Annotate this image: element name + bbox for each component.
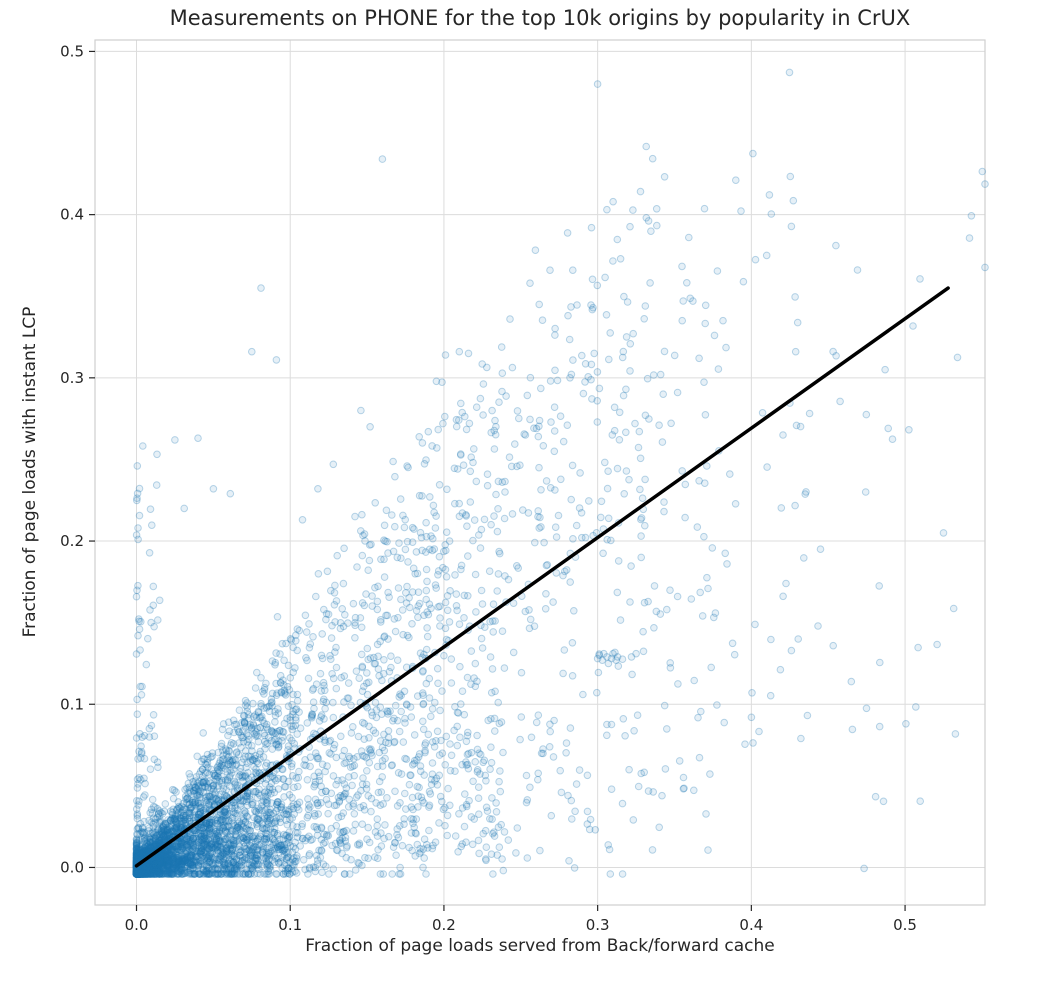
y-tick-label: 0.1 xyxy=(60,695,84,713)
x-tick-label: 0.3 xyxy=(586,916,610,934)
x-tick-label: 0.1 xyxy=(278,916,302,934)
y-tick-label: 0.5 xyxy=(60,42,84,60)
gridlines xyxy=(95,40,985,905)
axis-ticks-and-labels: 0.0 0.1 0.2 0.3 0.4 0.5 0.0 0.1 0.2 0.3 0.4 0.5 xyxy=(60,42,917,934)
x-tick-label: 0.5 xyxy=(893,916,917,934)
x-tick-label: 0.2 xyxy=(432,916,456,934)
y-tick-label: 0.2 xyxy=(60,532,84,550)
y-tick-label: 0.3 xyxy=(60,369,84,387)
regression-line xyxy=(134,286,950,868)
x-tick-label: 0.0 xyxy=(125,916,149,934)
chart-title: Measurements on PHONE for the top 10k or… xyxy=(169,6,911,30)
y-tick-label: 0.4 xyxy=(60,206,84,224)
scatter-points xyxy=(132,68,989,878)
y-axis-label: Fraction of page loads with instant LCP xyxy=(20,306,40,638)
axes-border xyxy=(94,39,986,906)
y-tick-label: 0.0 xyxy=(60,858,84,876)
x-tick-label: 0.4 xyxy=(739,916,763,934)
x-axis-label: Fraction of page loads served from Back/… xyxy=(305,936,775,956)
